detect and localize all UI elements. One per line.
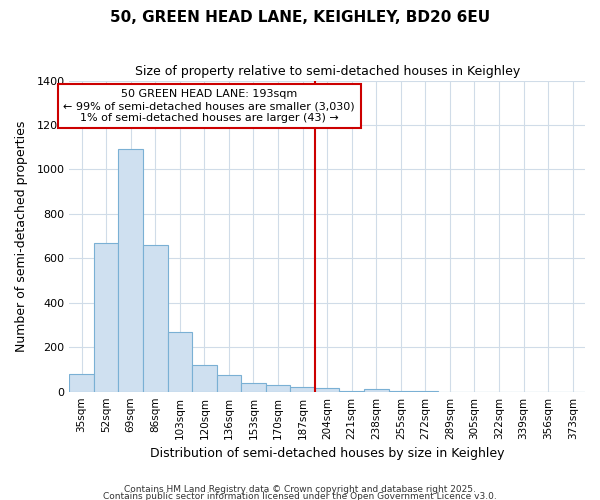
Bar xyxy=(118,150,143,392)
Text: 50 GREEN HEAD LANE: 193sqm
← 99% of semi-detached houses are smaller (3,030)
1% : 50 GREEN HEAD LANE: 193sqm ← 99% of semi… xyxy=(64,90,355,122)
Bar xyxy=(315,388,340,392)
Title: Size of property relative to semi-detached houses in Keighley: Size of property relative to semi-detach… xyxy=(134,65,520,78)
Bar xyxy=(413,390,437,392)
Bar xyxy=(143,245,167,392)
Bar xyxy=(241,383,266,392)
Bar xyxy=(290,387,315,392)
Bar xyxy=(364,390,389,392)
Bar xyxy=(266,385,290,392)
Bar xyxy=(217,375,241,392)
Text: Contains HM Land Registry data © Crown copyright and database right 2025.: Contains HM Land Registry data © Crown c… xyxy=(124,486,476,494)
Bar xyxy=(340,390,364,392)
Bar xyxy=(94,243,118,392)
Bar xyxy=(192,365,217,392)
Text: Contains public sector information licensed under the Open Government Licence v3: Contains public sector information licen… xyxy=(103,492,497,500)
Y-axis label: Number of semi-detached properties: Number of semi-detached properties xyxy=(15,120,28,352)
Bar xyxy=(70,374,94,392)
Bar xyxy=(389,390,413,392)
X-axis label: Distribution of semi-detached houses by size in Keighley: Distribution of semi-detached houses by … xyxy=(150,447,505,460)
Text: 50, GREEN HEAD LANE, KEIGHLEY, BD20 6EU: 50, GREEN HEAD LANE, KEIGHLEY, BD20 6EU xyxy=(110,10,490,25)
Bar xyxy=(167,332,192,392)
